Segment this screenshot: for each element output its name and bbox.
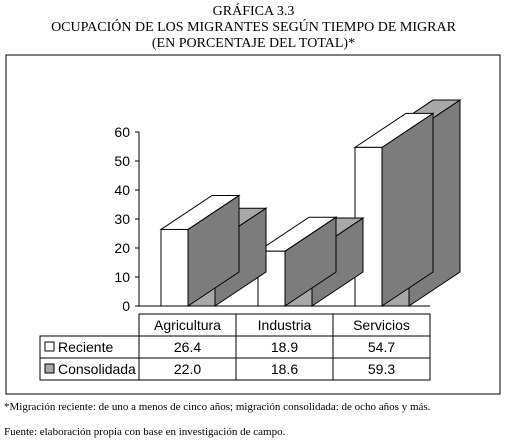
y-axis: 0 10 20 30 40 50 60 (114, 124, 430, 314)
data-label: 22.0 (174, 361, 201, 377)
x-category-label: Industria (258, 317, 312, 333)
data-label: 26.4 (174, 339, 201, 355)
data-label: 18.6 (271, 361, 298, 377)
y-tick-label: 60 (114, 124, 130, 140)
footnote: *Migración reciente: de uno a menos de c… (4, 401, 431, 413)
legend-label: Consolidada (58, 361, 136, 377)
y-tick-label: 50 (114, 153, 130, 169)
data-label: 59.3 (368, 361, 395, 377)
bar (256, 216, 338, 307)
chart-title: OCUPACIÓN DE LOS MIGRANTES SEGÚN TIEMPO … (51, 20, 456, 35)
x-category-label: Agricultura (154, 317, 221, 333)
figure-label: GRÁFICA 3.3 (212, 4, 295, 19)
y-tick-label: 40 (114, 182, 130, 198)
y-tick-label: 10 (114, 269, 130, 285)
y-tick-label: 30 (114, 211, 130, 227)
legend-swatch (44, 341, 55, 352)
bar-front (160, 228, 189, 307)
x-category-label: Servicios (353, 317, 410, 333)
y-tick-label: 20 (114, 240, 130, 256)
legend-swatch (44, 363, 55, 374)
data-label: 18.9 (271, 339, 298, 355)
y-tick-label: 0 (122, 298, 130, 314)
data-label: 54.7 (368, 339, 395, 355)
bar (353, 112, 435, 307)
bar (159, 194, 241, 307)
bars (159, 99, 462, 307)
data-table: Agricultura Industria Servicios Reciente 26.… (39, 313, 431, 381)
source-note: Fuente: elaboración propia con base en i… (4, 426, 286, 438)
chart-subtitle: (EN PORCENTAJE DEL TOTAL)* (151, 36, 356, 51)
legend-label: Reciente (58, 339, 113, 355)
